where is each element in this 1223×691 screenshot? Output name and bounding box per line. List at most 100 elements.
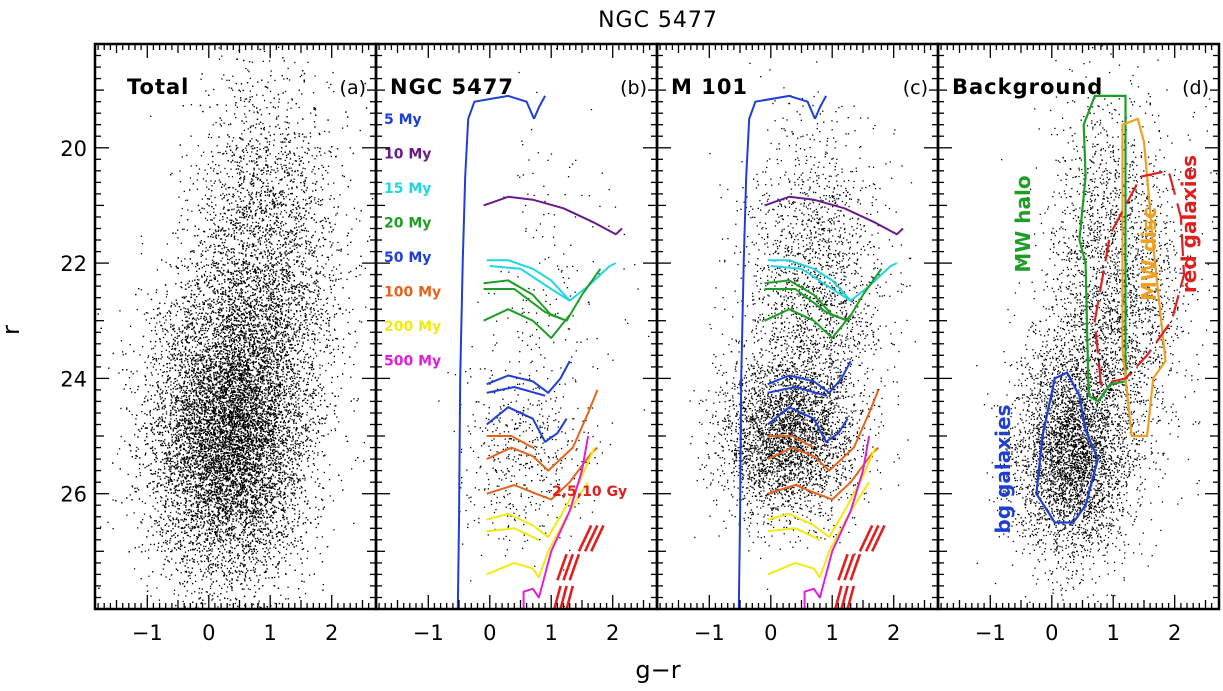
data-point (270, 605, 272, 607)
data-point (200, 477, 202, 479)
data-point (244, 98, 247, 100)
data-point (161, 345, 163, 347)
data-point (283, 491, 285, 494)
data-point (244, 269, 246, 271)
data-point (334, 299, 336, 301)
data-point (312, 401, 315, 403)
data-point (311, 366, 313, 369)
data-point (231, 195, 233, 198)
data-point (242, 325, 244, 327)
data-point (228, 514, 230, 516)
data-point (245, 116, 247, 118)
data-point (305, 322, 307, 324)
data-point (253, 448, 256, 450)
data-point (280, 309, 282, 311)
data-point (302, 292, 304, 294)
data-point (298, 220, 300, 223)
data-point (211, 347, 213, 350)
data-point (295, 452, 297, 454)
data-point (305, 306, 307, 308)
data-point (222, 363, 224, 366)
data-point (224, 183, 227, 185)
data-point (283, 480, 285, 482)
data-point (298, 397, 300, 400)
data-point (135, 418, 137, 420)
data-point (244, 470, 246, 472)
data-point (267, 549, 269, 551)
data-point (199, 418, 201, 420)
data-point (281, 327, 283, 329)
data-point (195, 580, 197, 582)
data-point (192, 432, 194, 434)
data-point (155, 457, 157, 459)
data-point (317, 200, 319, 203)
data-point (186, 456, 189, 458)
data-point (246, 363, 248, 365)
data-point (180, 260, 182, 262)
data-point (247, 69, 249, 71)
data-point (161, 442, 163, 445)
data-point (209, 484, 211, 486)
data-point (240, 316, 242, 318)
data-point (146, 585, 148, 587)
data-point (149, 384, 151, 386)
data-point (276, 200, 278, 202)
data-point (213, 411, 215, 413)
data-point (176, 447, 178, 449)
data-point (188, 371, 190, 373)
data-point (165, 296, 168, 298)
data-point (228, 79, 230, 81)
data-point (274, 528, 276, 530)
data-point (219, 429, 222, 432)
data-point (196, 354, 199, 356)
data-point (238, 350, 240, 352)
data-point (280, 211, 282, 213)
data-point (219, 151, 221, 154)
data-point (213, 217, 215, 219)
data-point (196, 378, 198, 380)
data-point (191, 346, 194, 348)
data-point (243, 506, 245, 509)
data-point (233, 404, 235, 406)
data-point (281, 375, 283, 378)
data-point (246, 285, 249, 287)
data-point (272, 269, 274, 271)
data-point (295, 207, 297, 209)
data-point (320, 186, 322, 188)
data-point (236, 376, 238, 378)
data-point (254, 488, 256, 491)
data-point (193, 419, 196, 422)
data-point (271, 180, 273, 182)
data-point (293, 178, 295, 180)
data-point (288, 412, 290, 414)
data-point (217, 502, 219, 504)
data-point (211, 595, 214, 597)
data-point (225, 523, 227, 526)
data-point (261, 367, 263, 369)
data-point (249, 319, 252, 322)
data-point (258, 201, 261, 203)
data-point (277, 489, 279, 491)
data-point (246, 225, 248, 227)
data-point (195, 432, 197, 435)
data-point (315, 271, 318, 273)
data-point (232, 313, 234, 315)
data-point (288, 259, 290, 261)
data-point (228, 421, 230, 423)
data-point (301, 486, 303, 489)
data-point (252, 476, 254, 479)
data-point (265, 265, 267, 267)
data-point (307, 550, 309, 552)
data-point (186, 311, 188, 313)
data-point (200, 421, 202, 423)
data-point (280, 133, 282, 135)
data-point (277, 207, 279, 209)
data-point (223, 74, 225, 76)
data-point (244, 318, 246, 320)
data-point (314, 423, 317, 425)
data-point (229, 416, 231, 418)
data-point (235, 378, 237, 380)
data-point (303, 393, 305, 396)
data-point (218, 343, 220, 345)
data-point (205, 451, 207, 453)
